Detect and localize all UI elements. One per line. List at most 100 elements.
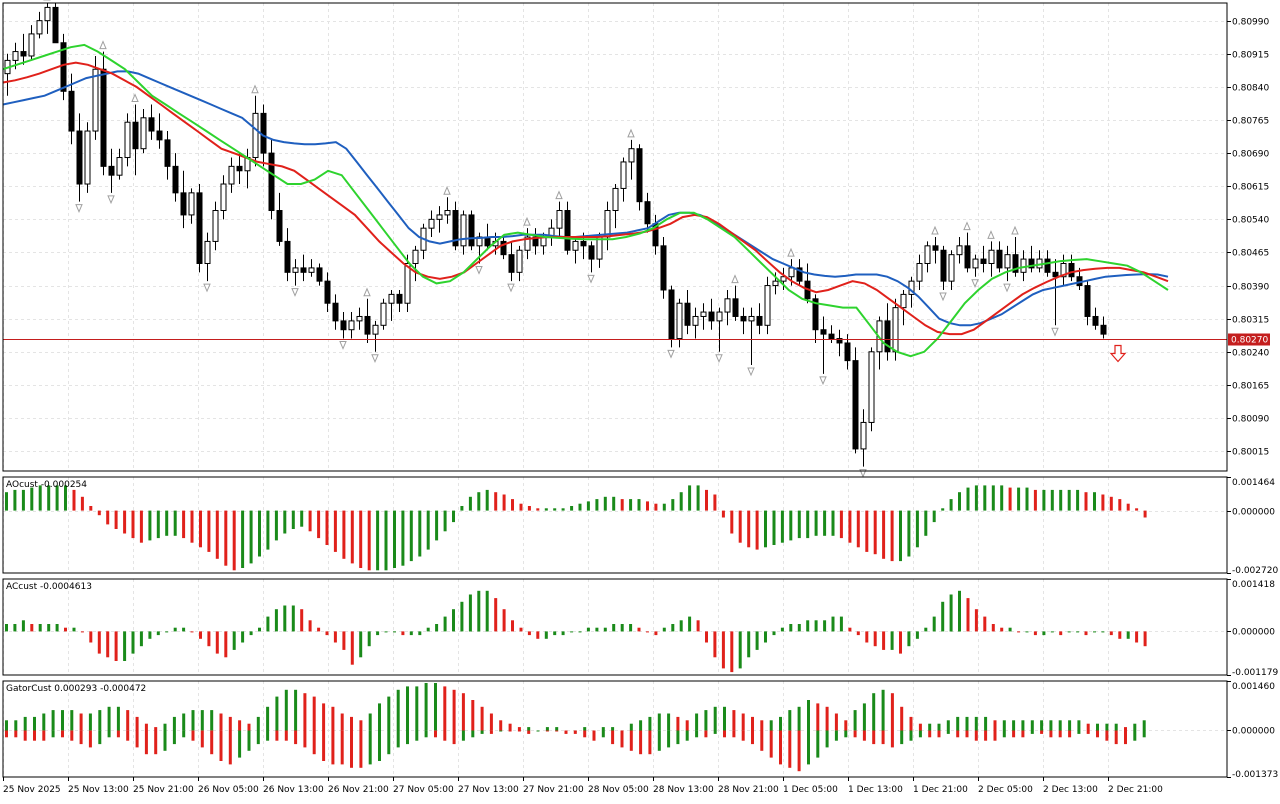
candle[interactable] — [708, 298, 715, 330]
candle[interactable] — [644, 192, 651, 233]
candle[interactable] — [340, 312, 347, 339]
price-pane[interactable] — [2, 0, 1227, 478]
candle[interactable] — [900, 289, 907, 326]
candle[interactable] — [292, 259, 299, 286]
candle[interactable] — [44, 3, 51, 34]
candle[interactable] — [964, 232, 971, 273]
candle[interactable] — [228, 157, 235, 193]
candle[interactable] — [932, 237, 939, 264]
candle[interactable] — [76, 113, 83, 202]
candle[interactable] — [220, 175, 227, 220]
candle[interactable] — [52, 3, 59, 44]
candle[interactable] — [284, 228, 291, 282]
candle[interactable] — [692, 307, 699, 339]
candle[interactable] — [500, 237, 507, 260]
candle[interactable] — [372, 320, 379, 352]
candle[interactable] — [1052, 259, 1059, 326]
candle[interactable] — [148, 104, 155, 140]
candle[interactable] — [1036, 250, 1043, 273]
candle[interactable] — [796, 259, 803, 286]
candle[interactable] — [300, 254, 307, 282]
candle[interactable] — [60, 33, 67, 101]
candle[interactable] — [276, 192, 283, 246]
candle[interactable] — [396, 289, 403, 313]
candle[interactable] — [628, 139, 635, 180]
candle[interactable] — [876, 316, 883, 370]
candle[interactable] — [388, 289, 395, 321]
candle[interactable] — [940, 245, 947, 290]
candle[interactable] — [380, 298, 387, 330]
candle[interactable] — [204, 232, 211, 282]
candle[interactable] — [804, 263, 811, 304]
candle[interactable] — [1028, 245, 1035, 273]
candle[interactable] — [548, 219, 555, 246]
candle[interactable] — [956, 237, 963, 264]
candle[interactable] — [212, 201, 219, 251]
candle[interactable] — [84, 122, 91, 193]
ao-pane[interactable] — [5, 485, 1147, 571]
candle[interactable] — [252, 95, 259, 167]
candle[interactable] — [868, 347, 875, 432]
candle[interactable] — [172, 153, 179, 202]
candle[interactable] — [1068, 254, 1075, 282]
candle[interactable] — [1060, 254, 1067, 286]
candle[interactable] — [460, 210, 467, 255]
candle[interactable] — [844, 334, 851, 370]
candle[interactable] — [452, 201, 459, 251]
candle[interactable] — [676, 298, 683, 348]
candle[interactable] — [1092, 307, 1099, 330]
candle[interactable] — [156, 113, 163, 149]
candle[interactable] — [508, 241, 515, 282]
candle[interactable] — [468, 210, 475, 251]
candle[interactable] — [700, 303, 707, 330]
candle[interactable] — [916, 254, 923, 290]
candle[interactable] — [20, 33, 27, 65]
candle[interactable] — [444, 197, 451, 224]
candle[interactable] — [1084, 281, 1091, 326]
candle[interactable] — [764, 276, 771, 335]
candle[interactable] — [660, 237, 667, 299]
candle[interactable] — [716, 307, 723, 352]
candle[interactable] — [860, 409, 867, 467]
candle[interactable] — [28, 25, 35, 61]
candle[interactable] — [4, 53, 11, 96]
candle[interactable] — [948, 250, 955, 290]
candle[interactable] — [364, 298, 371, 343]
candle[interactable] — [1004, 245, 1011, 282]
candle[interactable] — [236, 153, 243, 185]
candle[interactable] — [180, 170, 187, 229]
candle[interactable] — [636, 144, 643, 211]
candle[interactable] — [164, 131, 171, 180]
candle[interactable] — [532, 228, 539, 255]
candle[interactable] — [124, 113, 131, 167]
candle[interactable] — [140, 108, 147, 154]
candle[interactable] — [116, 148, 123, 180]
candle[interactable] — [348, 312, 355, 339]
candle[interactable] — [92, 55, 99, 140]
candle[interactable] — [1020, 250, 1027, 282]
candle[interactable] — [36, 11, 43, 39]
candle[interactable] — [1100, 316, 1107, 339]
candle[interactable] — [196, 184, 203, 273]
candle[interactable] — [436, 206, 443, 233]
candle[interactable] — [988, 241, 995, 277]
candle[interactable] — [68, 73, 75, 145]
candle[interactable] — [108, 148, 115, 193]
candle[interactable] — [428, 210, 435, 237]
candle[interactable] — [132, 104, 139, 176]
candle[interactable] — [996, 241, 1003, 273]
candle[interactable] — [884, 303, 891, 361]
candle[interactable] — [572, 237, 579, 264]
candle[interactable] — [420, 223, 427, 260]
candle[interactable] — [564, 201, 571, 255]
ac-pane[interactable] — [5, 590, 1147, 673]
candle[interactable] — [828, 325, 835, 343]
candle[interactable] — [268, 139, 275, 220]
candle[interactable] — [308, 259, 315, 277]
candle[interactable] — [668, 285, 675, 348]
candle[interactable] — [100, 51, 107, 176]
candle[interactable] — [924, 241, 931, 273]
candle[interactable] — [524, 228, 531, 260]
